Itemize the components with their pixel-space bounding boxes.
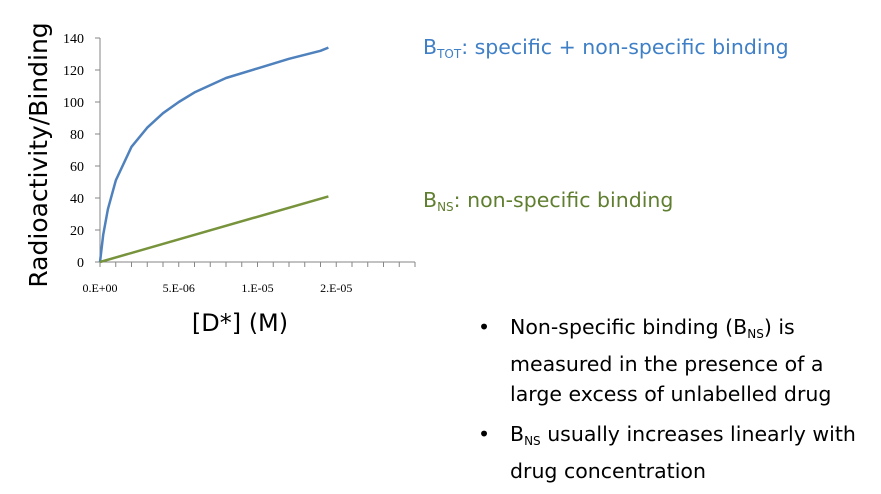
series-line-total <box>98 46 329 263</box>
bullet-text: B <box>510 422 525 446</box>
y-tick-label: 140 <box>63 32 84 47</box>
bullet-subscript: NS <box>747 327 764 341</box>
x-tick-label: 1.E-05 <box>241 281 273 295</box>
y-tick-label: 0 <box>77 256 84 271</box>
chart-axes <box>99 38 415 263</box>
label-ns-main: B <box>423 188 438 212</box>
chart-series <box>98 46 329 264</box>
bullet-text: ) is measured in the presence of a large… <box>510 315 832 406</box>
x-tick-label: 5.E-06 <box>163 281 195 295</box>
x-axis-label: [D*] (M) <box>192 309 288 337</box>
y-tick-label: 120 <box>63 64 84 79</box>
bullet-item: • BNS usually increases linearly with dr… <box>470 419 880 486</box>
label-ns-sub: NS <box>437 200 454 214</box>
bullet-marker: • <box>478 315 491 339</box>
chart-ticks: 0 20 40 60 80 100 120 140 0.E+00 5.E-06 1.E-05 2.E-… <box>63 32 416 295</box>
bullet-text: usually increases linearly with drug con… <box>510 422 856 483</box>
label-ns-rest: : non-specific binding <box>453 188 674 212</box>
bullet-text: Non-specific binding (B <box>510 315 748 339</box>
series-label-nonspecific: BNS: non-specific binding <box>423 188 673 214</box>
bullet-list: • Non-specific binding (BNS) is measured… <box>470 312 880 494</box>
y-tick-label: 40 <box>70 192 84 207</box>
y-tick-label: 60 <box>70 160 84 175</box>
bullet-marker: • <box>478 422 491 446</box>
y-tick-label: 80 <box>70 128 84 143</box>
series-line-nonspecific <box>99 195 329 264</box>
bullet-item: • Non-specific binding (BNS) is measured… <box>470 312 880 409</box>
y-tick-label: 20 <box>70 224 84 239</box>
x-tick-label: 0.E+00 <box>82 281 117 295</box>
y-tick-label: 100 <box>63 96 84 111</box>
bullet-subscript: NS <box>524 434 541 448</box>
x-tick-label: 2.E-05 <box>320 281 352 295</box>
label-tot-rest: : specific + non-specific binding <box>461 35 789 59</box>
label-tot-main: B <box>423 35 438 59</box>
label-tot-sub: TOT <box>437 47 462 61</box>
series-label-total: BTOT: specific + non-specific binding <box>423 35 789 61</box>
y-axis-label: Radioactivity/Binding <box>24 22 53 287</box>
